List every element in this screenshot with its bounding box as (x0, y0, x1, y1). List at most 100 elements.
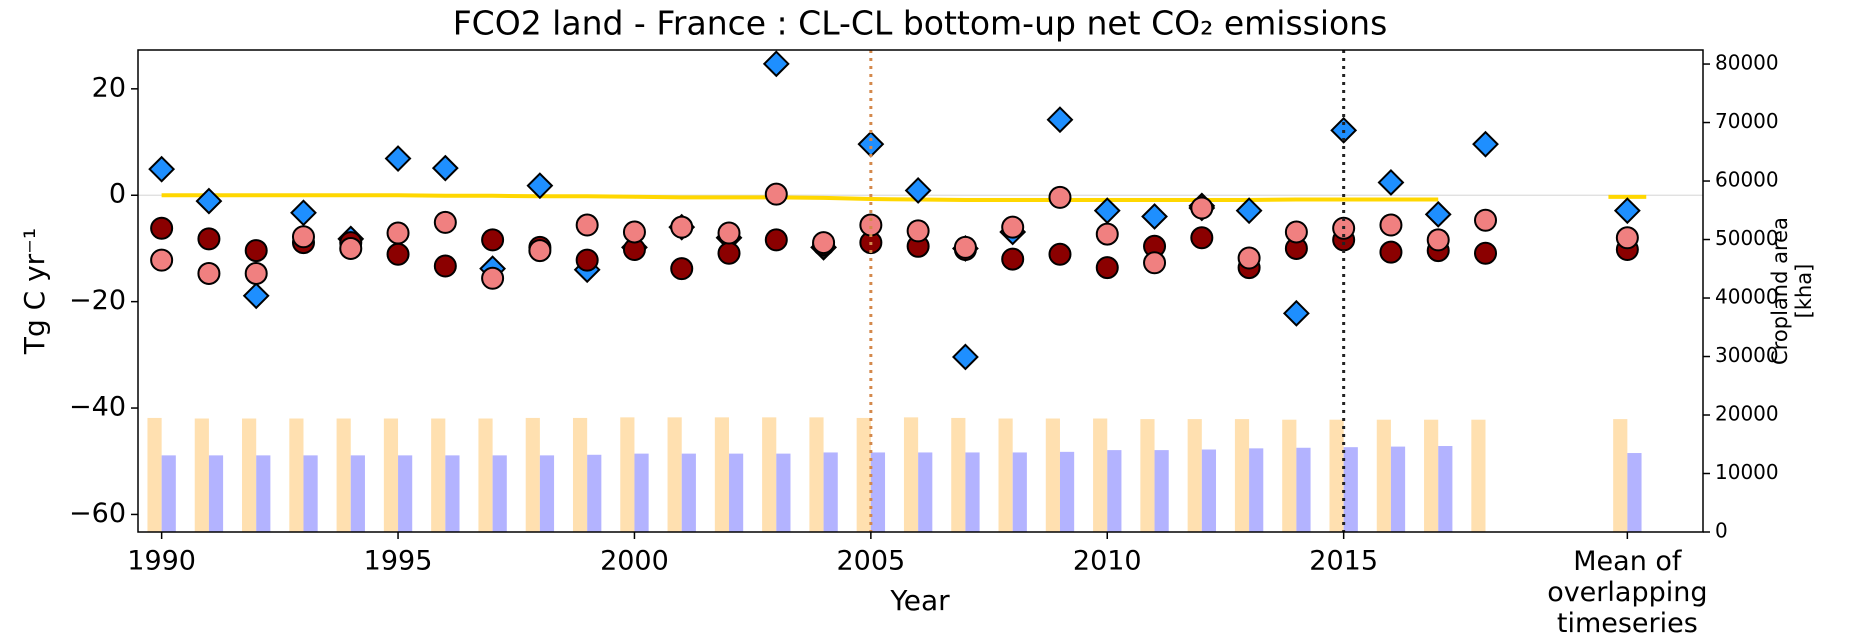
circle-marker (1048, 242, 1072, 266)
bar (161, 455, 176, 532)
bar (823, 452, 838, 532)
bar (256, 455, 271, 532)
bar (776, 453, 791, 532)
circle-marker (622, 220, 646, 244)
bar (1093, 418, 1108, 532)
y2-axis-label: Cropland area[kha] (1768, 217, 1816, 365)
bar (1282, 419, 1297, 532)
circle-marker (575, 213, 599, 237)
bar (714, 417, 730, 532)
circle-marker (481, 228, 505, 252)
y-axis-label: Tg C yr⁻¹ (18, 228, 51, 355)
bar (383, 418, 399, 532)
circle-marker (528, 239, 552, 263)
y-tick-label: −60 (69, 498, 126, 529)
y2-tick-label: 80000 (1715, 51, 1779, 75)
diamond-marker (1282, 299, 1310, 327)
circle-marker (1615, 226, 1639, 250)
circle-marker (244, 239, 268, 263)
bar (492, 455, 507, 532)
bar (729, 453, 744, 532)
bar (350, 455, 365, 532)
circle-marker (1190, 226, 1214, 250)
circle-marker (386, 221, 410, 245)
circle-marker (1284, 220, 1308, 244)
diamond-marker (1093, 197, 1121, 225)
x-tick-label: Mean of overlapping timeseries (1547, 546, 1707, 639)
diamond-marker (1377, 169, 1405, 196)
bar (539, 455, 555, 532)
circle-marker (575, 248, 599, 272)
y2-tick-label: 70000 (1715, 109, 1779, 133)
circle-marker (1095, 256, 1119, 280)
circle-marker (386, 242, 410, 266)
circle-marker (1095, 222, 1119, 246)
diamond-marker (242, 282, 270, 310)
line (161, 193, 1439, 202)
bar (194, 418, 209, 532)
bar (1012, 452, 1027, 532)
bar (856, 417, 871, 532)
circle-marker (1190, 196, 1214, 220)
diamond-marker (1235, 197, 1263, 225)
bar (431, 418, 446, 532)
bar (998, 418, 1013, 532)
bar (1613, 419, 1628, 532)
circle-marker (433, 210, 457, 234)
bar (667, 417, 682, 532)
bar (1329, 419, 1344, 532)
circle-marker (812, 231, 836, 255)
x-tick-label: 1995 (364, 546, 433, 577)
circle-marker (670, 215, 694, 239)
y2-tick-label: 50000 (1715, 226, 1779, 250)
diamond-marker (148, 155, 176, 183)
circle-marker (1474, 208, 1498, 232)
bar (1343, 447, 1358, 532)
bar (965, 452, 980, 532)
bar (1154, 450, 1169, 532)
circle-marker (1001, 247, 1025, 271)
y2-tick-label: 60000 (1715, 168, 1779, 192)
diamond-marker (384, 145, 412, 172)
bar (1390, 446, 1406, 532)
bar (147, 417, 162, 532)
circle-marker (1379, 213, 1403, 237)
diamond-marker (526, 172, 554, 200)
y-tick-label: −40 (69, 392, 126, 423)
bar (1438, 446, 1453, 532)
diamond-marker (762, 50, 790, 78)
diamond-marker (857, 130, 885, 158)
bar (1201, 449, 1217, 532)
bar (208, 455, 224, 532)
x-axis-label: Year (889, 584, 950, 617)
circle-marker (197, 227, 221, 251)
bar (951, 417, 966, 532)
bar (572, 417, 588, 532)
diamond-marker (1046, 106, 1074, 134)
circle-marker (150, 216, 174, 240)
circle-marker (1048, 185, 1072, 209)
circle-marker (764, 182, 788, 206)
x-tick-label: 2000 (600, 546, 669, 577)
plot-frame (137, 49, 1704, 533)
bar (1140, 419, 1155, 532)
bar (681, 453, 696, 532)
x-tick-label: 2005 (836, 546, 905, 577)
bar (398, 455, 413, 532)
bar (336, 418, 351, 532)
bar (809, 417, 824, 532)
bar (1234, 419, 1250, 532)
bar (1471, 419, 1486, 532)
circle-marker (1237, 246, 1261, 270)
y2-tick-label: 10000 (1715, 460, 1779, 484)
diamond-marker (1472, 130, 1499, 158)
x-tick-label: 2015 (1309, 546, 1378, 577)
diamond-marker (952, 343, 979, 371)
y2-tick-label: 30000 (1715, 343, 1779, 367)
bar (634, 453, 649, 532)
bar (445, 455, 460, 532)
bar (289, 418, 304, 532)
bar (1107, 450, 1122, 532)
bar (303, 455, 318, 532)
circle-marker (339, 236, 363, 260)
